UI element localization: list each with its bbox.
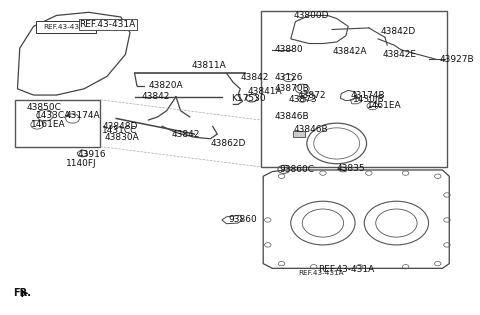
Text: 43862D: 43862D [210,139,246,148]
Text: 43800D: 43800D [293,11,329,20]
Text: REF.43-431A: REF.43-431A [298,270,344,276]
Text: 43848D: 43848D [102,122,138,131]
Text: 43846B: 43846B [293,125,328,134]
Text: 43835: 43835 [336,164,365,173]
Text: 43174B: 43174B [350,90,385,100]
Text: 43126: 43126 [275,73,303,83]
Text: REF.43-431A: REF.43-431A [318,266,374,274]
Text: REF.43-431A: REF.43-431A [43,24,88,30]
Text: 43927B: 43927B [440,54,475,64]
Text: K17530: K17530 [231,94,266,103]
Text: 1430JB: 1430JB [353,95,384,104]
Text: 1140FJ: 1140FJ [66,159,96,168]
Text: FR.: FR. [13,288,31,298]
Text: 1433CA: 1433CA [36,111,71,120]
Text: 43872: 43872 [298,90,326,100]
Text: REF.43-431A: REF.43-431A [80,20,136,29]
Text: 43174A: 43174A [66,111,100,120]
Text: 43842A: 43842A [332,47,367,56]
Text: 43880: 43880 [275,45,303,54]
Text: 43820A: 43820A [148,81,183,90]
Text: 43811A: 43811A [192,61,227,70]
Text: 43870B: 43870B [275,84,310,93]
Text: 43842: 43842 [142,92,170,101]
Text: 43850C: 43850C [27,103,61,112]
Text: 43873: 43873 [288,95,317,104]
Text: 93860: 93860 [229,215,257,225]
Text: 1461EA: 1461EA [31,120,66,129]
FancyBboxPatch shape [293,131,304,137]
Text: 43842: 43842 [240,73,269,83]
Text: 43916: 43916 [77,150,106,159]
Text: 43842D: 43842D [380,26,416,36]
Text: 1431CC: 1431CC [102,126,138,135]
Text: 43846B: 43846B [275,112,309,121]
Text: 1461EA: 1461EA [367,101,401,111]
Text: 93860C: 93860C [279,165,314,175]
Text: 43830A: 43830A [105,133,140,142]
FancyBboxPatch shape [36,21,96,33]
Text: 43842: 43842 [171,129,200,139]
Text: 43842E: 43842E [383,50,417,59]
Text: 43841A: 43841A [247,88,282,96]
